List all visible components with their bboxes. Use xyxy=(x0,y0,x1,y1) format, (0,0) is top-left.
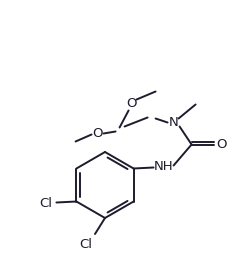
Text: N: N xyxy=(169,116,178,129)
Text: O: O xyxy=(92,127,103,140)
Text: Cl: Cl xyxy=(39,197,52,210)
Text: O: O xyxy=(216,138,227,151)
Text: NH: NH xyxy=(154,160,173,173)
Text: Cl: Cl xyxy=(80,237,92,250)
Text: O: O xyxy=(126,97,137,110)
